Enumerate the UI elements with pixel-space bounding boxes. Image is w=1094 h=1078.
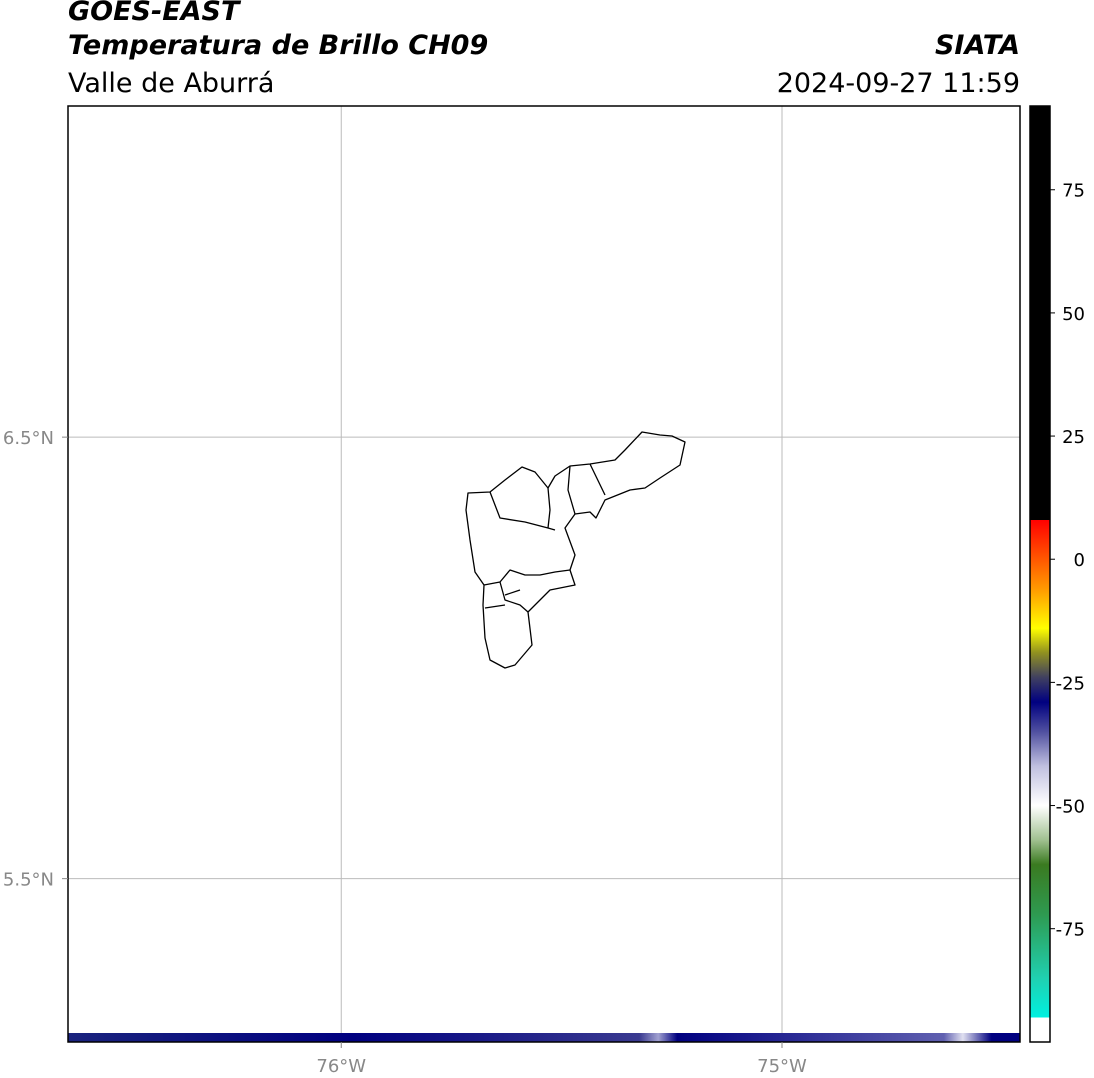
x-tick-label: 75°W xyxy=(757,1056,807,1077)
municipal-border xyxy=(484,604,506,609)
colorbar-tick-label: 25 xyxy=(1062,427,1085,448)
datetime: 2024-09-27 11:59 xyxy=(777,68,1020,99)
colorbar-tick-label: 0 xyxy=(1074,550,1085,571)
municipal-border xyxy=(589,463,606,496)
municipal-border xyxy=(499,581,529,613)
boundaries xyxy=(465,431,686,669)
y-tick-label: 5.5°N xyxy=(3,870,54,891)
grid xyxy=(68,106,1020,1042)
municipal-border xyxy=(547,487,551,529)
region: Valle de Aburrá xyxy=(68,68,274,99)
title: GOES-EAST xyxy=(68,0,242,27)
valley-outline xyxy=(465,431,686,669)
y-tick-label: 6.5°N xyxy=(3,428,54,449)
map-frame xyxy=(67,105,1021,1043)
subtitle: Temperatura de Brillo CH09 xyxy=(68,30,488,61)
municipal-border xyxy=(504,589,521,596)
colorbar xyxy=(1029,105,1051,1043)
colorbar-tick-label: -50 xyxy=(1056,797,1085,818)
colorbar-tick-label: 75 xyxy=(1062,181,1085,202)
municipal-border xyxy=(483,569,571,586)
x-tick-label: 76°W xyxy=(316,1056,366,1077)
source: SIATA xyxy=(935,30,1020,61)
data-strip xyxy=(68,1033,1020,1042)
colorbar-tick-label: -75 xyxy=(1056,920,1085,941)
colorbar-tick-label: -25 xyxy=(1056,673,1085,694)
colorbar-tick-label: 50 xyxy=(1062,304,1085,325)
municipal-border xyxy=(489,491,556,531)
municipal-border xyxy=(567,465,576,515)
